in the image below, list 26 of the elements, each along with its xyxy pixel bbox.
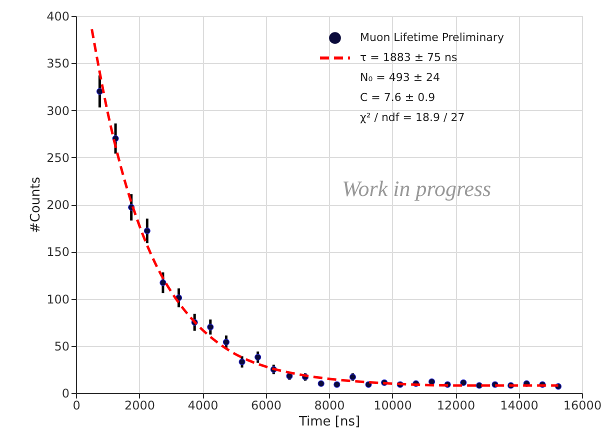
x-tick-label: 2000 [124,398,156,412]
x-tick-label: 6000 [250,398,282,412]
x-tick-label: 10000 [374,398,412,412]
y-tick-label: 350 [46,56,70,71]
annotation: C = 7.6 ± 0.9 [360,91,436,104]
annotation: χ² / ndf = 18.9 / 27 [360,111,465,124]
y-tick-label: 200 [46,198,70,212]
x-axis-title: Time [ns] [298,414,360,430]
y-tick-label: 100 [46,292,70,306]
y-tick-label: 0 [62,386,70,400]
x-tick-label: 0 [72,398,80,412]
annotation: N₀ = 493 ± 24 [360,71,440,84]
legend-label: τ = 1883 ± 75 ns [360,51,458,64]
x-tick-label: 4000 [188,398,218,412]
y-tick-label: 150 [46,245,70,260]
y-tick-label: 300 [46,104,70,118]
x-tick-label: 8000 [314,398,345,412]
y-axis-title: #Counts [28,176,44,234]
y-tick-label: 250 [46,150,70,165]
y-tick-label: 400 [46,10,70,24]
x-tick-label: 12000 [436,398,476,412]
annotation: Work in progress [342,176,492,201]
x-tick-label: 14000 [500,398,538,412]
legend-label: Muon Lifetime Preliminary [360,31,504,44]
y-tick-label: 50 [54,339,70,354]
x-tick-label: 16000 [563,398,602,412]
